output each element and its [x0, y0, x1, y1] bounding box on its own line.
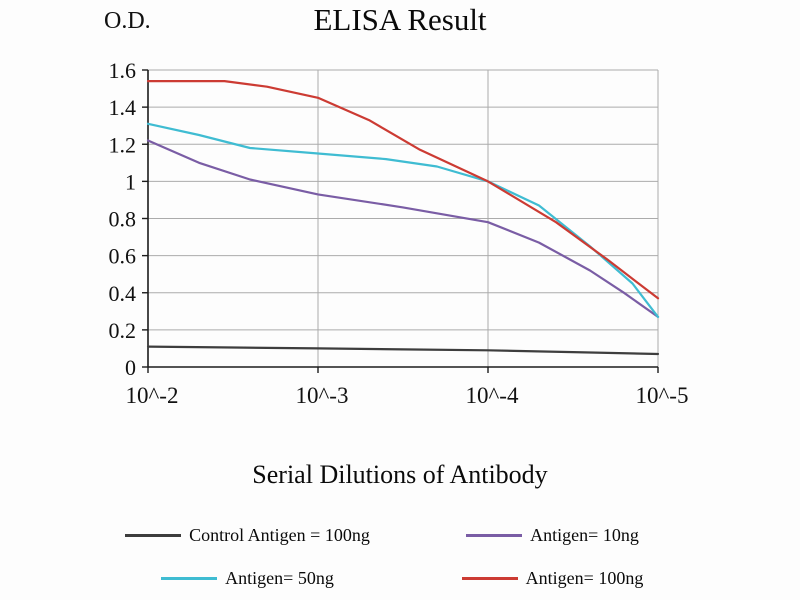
x-tick-label: 10^-2 [126, 383, 179, 408]
x-tick-label: 10^-5 [636, 383, 689, 408]
y-axis-label: O.D. [104, 8, 151, 34]
legend-swatch-antigen-50ng [161, 577, 218, 580]
legend-item-antigen-10ng: Antigen= 10ng [405, 525, 700, 546]
legend-item-antigen-50ng: Antigen= 50ng [100, 568, 395, 589]
y-tick-label: 1 [125, 169, 136, 194]
chart-header: O.D. ELISA Result [0, 0, 800, 48]
legend-item-antigen-100ng: Antigen= 100ng [405, 568, 700, 589]
legend-label-antigen-50ng: Antigen= 50ng [225, 568, 334, 588]
series-line-antigen-10ng [146, 139, 660, 318]
chart-title: ELISA Result [313, 2, 487, 37]
chart-area: 0 0.2 0.4 0.6 0.8 1 1.2 1.4 1.6 10^-2 10^-3 10^-4 10… [0, 50, 800, 410]
legend-swatch-antigen-100ng [461, 577, 518, 580]
y-tick-label: 0 [125, 355, 136, 380]
chart-legend: Control Antigen = 100ng Antigen= 10ng An… [100, 525, 700, 589]
y-tick-label: 1.2 [109, 132, 137, 157]
legend-swatch-control-antigen-100ng [125, 534, 182, 537]
y-tick-label: 0.6 [109, 244, 137, 269]
y-tick-label: 1.4 [109, 95, 137, 120]
x-tick-label: 10^-3 [296, 383, 349, 408]
legend-label-antigen-100ng: Antigen= 100ng [525, 568, 644, 588]
series-line-control-antigen-100ng [146, 345, 660, 356]
y-tick-label: 0.4 [109, 281, 137, 306]
x-axis-label: Serial Dilutions of Antibody [252, 460, 548, 489]
x-tick-label: 10^-4 [466, 383, 519, 408]
y-tick-label: 0.8 [109, 207, 137, 232]
legend-label-control-antigen-100ng: Control Antigen = 100ng [189, 525, 370, 545]
legend-label-antigen-10ng: Antigen= 10ng [530, 525, 639, 545]
legend-item-control-antigen-100ng: Control Antigen = 100ng [100, 525, 395, 546]
series-line-antigen-100ng [146, 80, 660, 300]
legend-swatch-antigen-10ng [466, 534, 523, 537]
y-tick-label: 1.6 [109, 58, 137, 83]
line-chart: 0 0.2 0.4 0.6 0.8 1 1.2 1.4 1.6 10^-2 10^-3 10^-4 10… [109, 58, 689, 408]
y-tick-label: 0.2 [109, 318, 137, 343]
series-line-antigen-50ng [146, 122, 660, 318]
